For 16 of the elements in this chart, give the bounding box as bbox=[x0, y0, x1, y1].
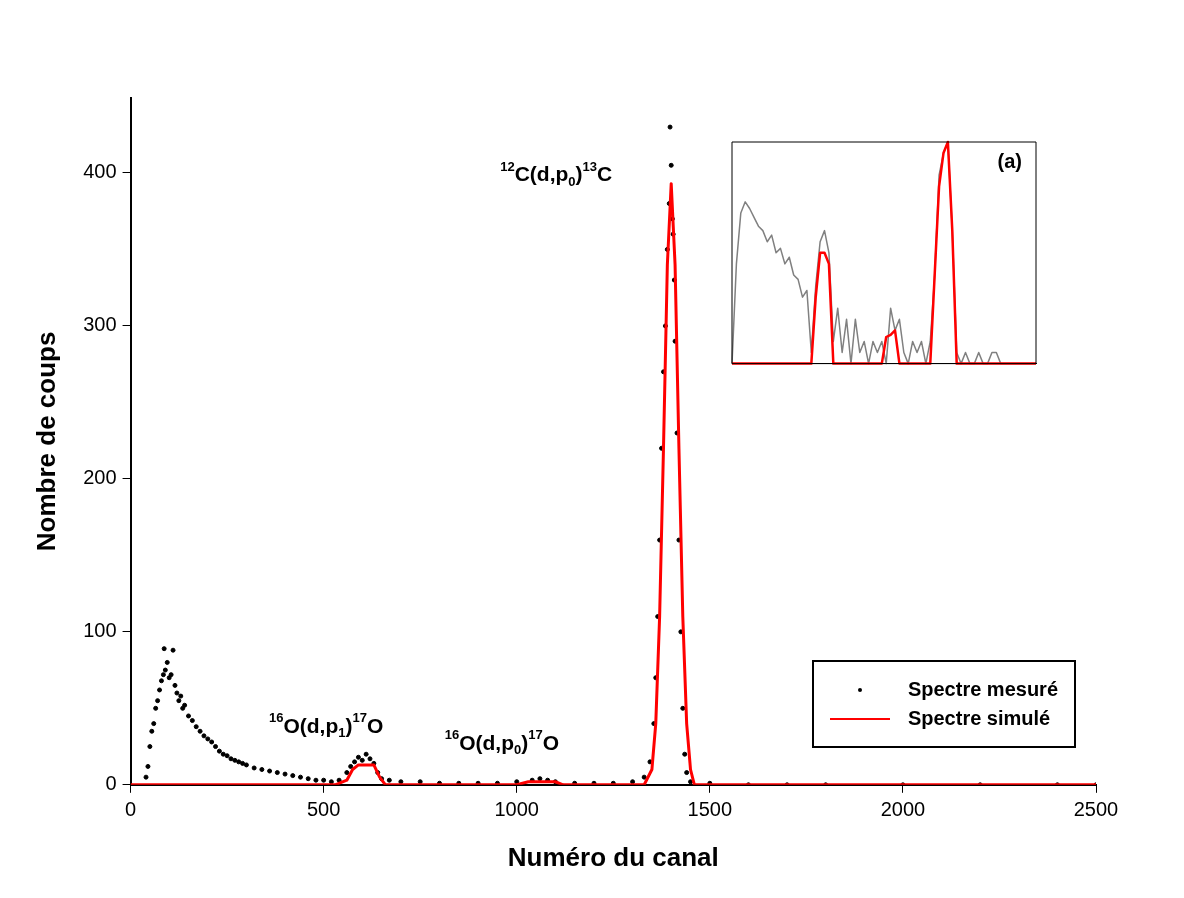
y-tick-label: 400 bbox=[83, 160, 117, 183]
y-tick-label: 200 bbox=[83, 466, 117, 489]
x-tick-label: 500 bbox=[306, 798, 341, 821]
x-tick-label: 2000 bbox=[880, 798, 926, 821]
y-tick-label: 300 bbox=[83, 313, 117, 336]
x-tick-label: 1500 bbox=[687, 798, 733, 821]
x-tick-label: 1000 bbox=[494, 798, 539, 821]
legend-label: Spectre mesuré bbox=[907, 678, 1058, 701]
annotation: (a) bbox=[997, 149, 1022, 172]
y-tick-label: 0 bbox=[105, 772, 117, 795]
x-axis-title: Numéro du canal bbox=[507, 841, 719, 872]
legend-label: Spectre simulé bbox=[907, 707, 1051, 730]
y-axis-title: Nombre de coups bbox=[30, 331, 61, 552]
y-tick-label: 100 bbox=[83, 619, 117, 642]
x-tick-label: 0 bbox=[125, 798, 137, 821]
x-tick-label: 2500 bbox=[1073, 798, 1119, 821]
